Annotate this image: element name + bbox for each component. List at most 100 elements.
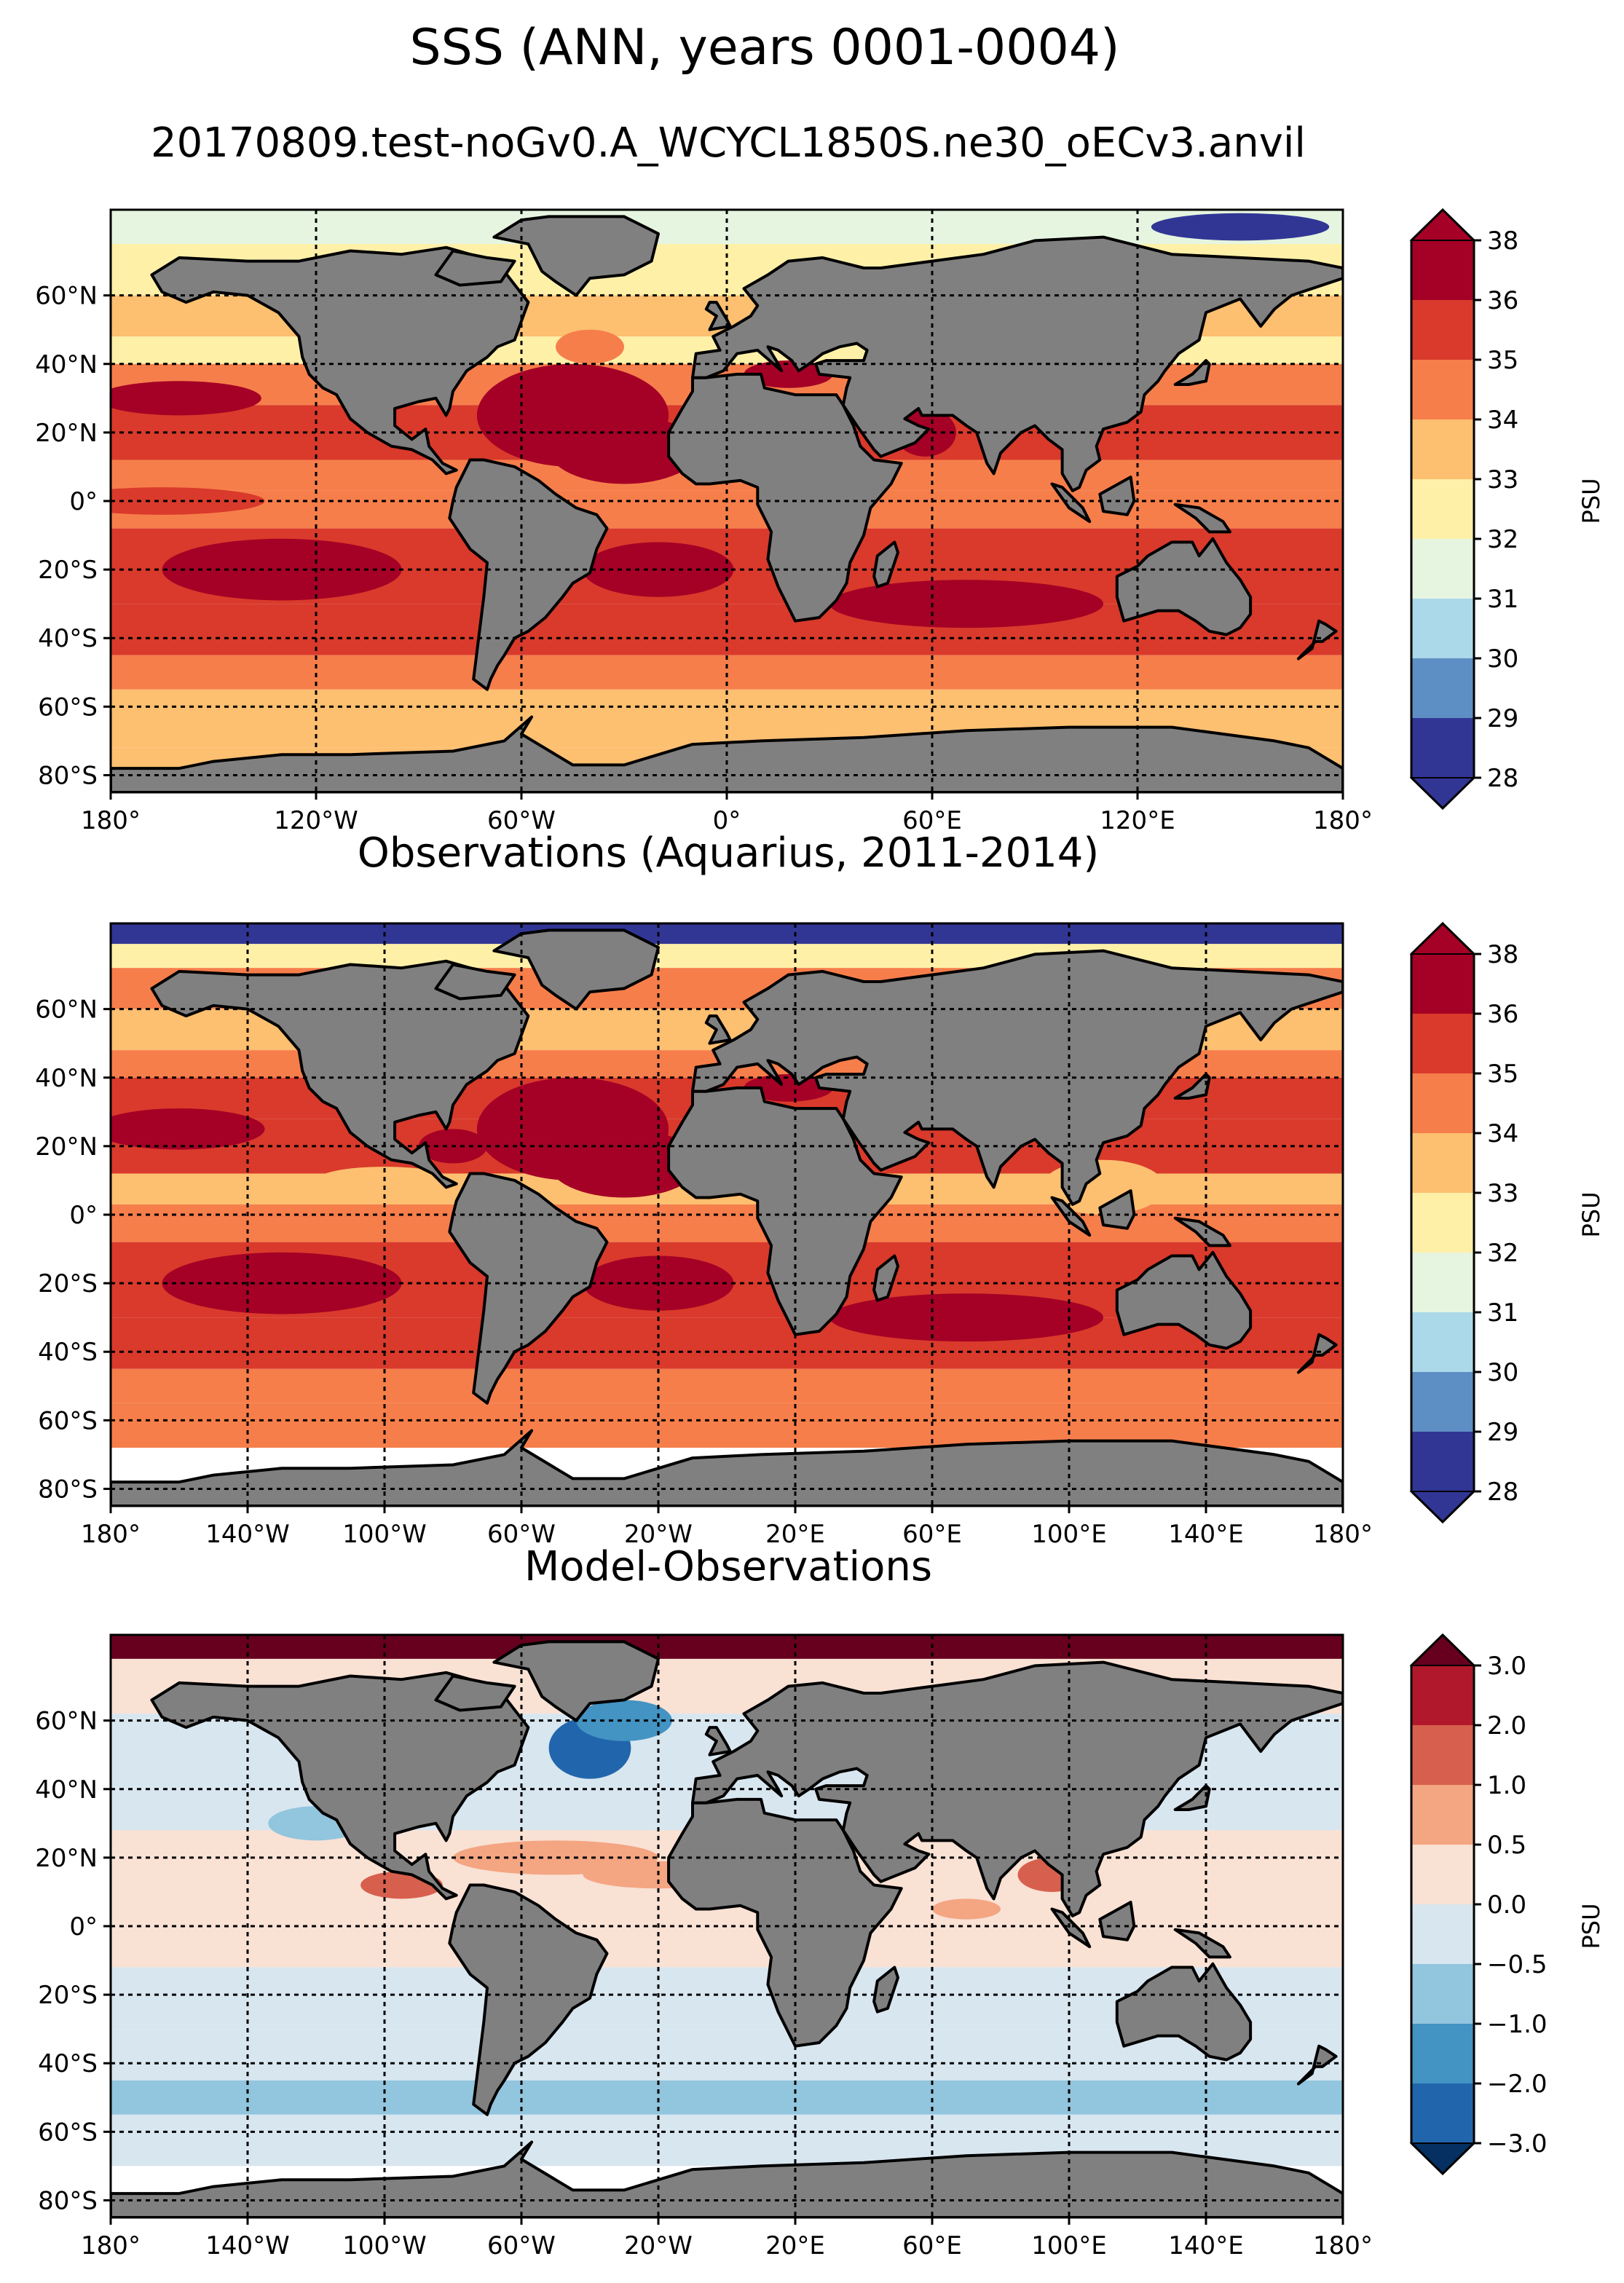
salinity-feature bbox=[453, 1840, 658, 1875]
colorbar-tick-label: 30 bbox=[1487, 1358, 1518, 1387]
x-tick-label: 0° bbox=[713, 806, 741, 835]
colorbar-tick-label: 31 bbox=[1487, 1298, 1518, 1328]
colorbar-tick-label: −0.5 bbox=[1487, 1950, 1548, 1979]
land-mass bbox=[872, 1965, 899, 2014]
colorbar-tick-label: 31 bbox=[1487, 585, 1518, 614]
panel-title: Model-Observations bbox=[524, 1543, 932, 1590]
land-mass bbox=[111, 2140, 1343, 2217]
colorbar-band bbox=[1411, 1133, 1474, 1193]
colorbar-tick-label: 35 bbox=[1487, 1060, 1518, 1089]
colorbar-band bbox=[1411, 1432, 1474, 1491]
x-tick-label: 60°W bbox=[487, 806, 556, 835]
colorbar-band bbox=[1411, 419, 1474, 479]
map-panels: 180° 120°W 60°W 0° 60°E 120°E 180° 60°N 40°N 20°N… bbox=[35, 208, 1605, 2260]
x-tick-label: 180° bbox=[81, 2231, 141, 2260]
colorbar-tick-label: 2.0 bbox=[1487, 1711, 1526, 1740]
colorbar-band bbox=[1411, 2024, 1474, 2083]
figure-title: SSS (ANN, years 0001-0004) bbox=[409, 19, 1119, 76]
x-tick-label: 60°E bbox=[902, 1520, 962, 1549]
colorbar: 28 29 30 31 32 33 34 35 36 38 PSU bbox=[1409, 921, 1605, 1524]
colorbar-tick-label: 30 bbox=[1487, 644, 1518, 674]
map-field bbox=[111, 1635, 1343, 2217]
y-tick-label: 20°N bbox=[35, 1132, 98, 1162]
y-tick-label: 80°S bbox=[38, 1475, 98, 1504]
land-mass bbox=[872, 540, 899, 588]
x-tick-label: 180° bbox=[1313, 1520, 1373, 1549]
colorbar-tick-label: 3.0 bbox=[1487, 1652, 1526, 1681]
land-mass bbox=[1050, 482, 1092, 524]
salinity-feature bbox=[111, 487, 265, 515]
x-tick-label: 120°E bbox=[1100, 806, 1175, 835]
colorbar-band bbox=[1411, 300, 1474, 360]
y-tick-label: 20°N bbox=[35, 1844, 98, 1873]
land-mass bbox=[1296, 619, 1338, 661]
y-tick-label: 20°N bbox=[35, 419, 98, 448]
land-mass bbox=[691, 235, 1343, 492]
colorbar-tick-label: 28 bbox=[1487, 764, 1518, 793]
land-mass bbox=[691, 1660, 1343, 1917]
colorbar-band bbox=[1411, 1964, 1474, 2024]
x-tick-label: 180° bbox=[81, 806, 141, 835]
x-tick-label: 140°E bbox=[1168, 2231, 1243, 2260]
colorbar-tick-label: −2.0 bbox=[1487, 2070, 1548, 2099]
land-mass bbox=[1173, 1216, 1231, 1247]
colorbar-band bbox=[1411, 240, 1474, 300]
colorbar-band bbox=[1411, 1904, 1474, 1964]
y-tick-label: 60°N bbox=[35, 282, 98, 311]
x-tick-label: 180° bbox=[81, 1520, 141, 1549]
y-tick-label: 60°S bbox=[38, 1406, 98, 1435]
x-tick-label: 180° bbox=[1313, 2231, 1373, 2260]
colorbar-tick-label: 35 bbox=[1487, 346, 1518, 375]
graticule bbox=[111, 1635, 1343, 2217]
x-tick-label: 140°W bbox=[205, 1520, 290, 1549]
salinity-feature bbox=[162, 1252, 402, 1314]
colorbar-band bbox=[1411, 658, 1474, 718]
land-mass bbox=[1050, 1196, 1092, 1237]
colorbar-label: PSU bbox=[1577, 478, 1605, 524]
salinity-band bbox=[111, 923, 1343, 945]
x-tick-label: 140°W bbox=[205, 2231, 290, 2260]
colorbar-band bbox=[1411, 599, 1474, 658]
colorbar-tick-label: −3.0 bbox=[1487, 2129, 1548, 2158]
land-mass bbox=[704, 301, 732, 331]
salinity-feature bbox=[829, 580, 1103, 628]
land-mass bbox=[1296, 1333, 1338, 1374]
salinity-feature bbox=[111, 381, 261, 416]
land-mass bbox=[1098, 1189, 1136, 1230]
x-tick-label: 60°E bbox=[902, 806, 962, 835]
map-panel-3: 180° 140°W 100°W 60°W 20°W 20°E 60°E 100°E 140°E… bbox=[35, 1633, 1605, 2260]
colorbar-band bbox=[1411, 360, 1474, 419]
land-mass bbox=[448, 1883, 609, 2116]
land-mass bbox=[1115, 537, 1253, 636]
y-tick-label: 0° bbox=[69, 1912, 98, 1941]
y-tick-label: 20°S bbox=[38, 556, 98, 585]
y-tick-label: 20°S bbox=[38, 1981, 98, 2010]
colorbar-tick-label: 38 bbox=[1487, 226, 1518, 256]
y-tick-label: 40°S bbox=[38, 1338, 98, 1367]
land-mass bbox=[448, 1172, 609, 1405]
colorbar-tick-label: 38 bbox=[1487, 940, 1518, 969]
colorbar-band bbox=[1411, 1665, 1474, 1725]
salinity-feature bbox=[162, 538, 402, 601]
colorbar-tick-label: 33 bbox=[1487, 465, 1518, 494]
x-tick-label: 100°E bbox=[1031, 2231, 1106, 2260]
colorbar-band bbox=[1411, 1014, 1474, 1073]
x-tick-label: 180° bbox=[1313, 806, 1373, 835]
colorbar-tick-label: 0.0 bbox=[1487, 1890, 1526, 1920]
land-mass bbox=[448, 458, 609, 691]
salinity-feature bbox=[556, 329, 624, 364]
y-tick-label: 60°N bbox=[35, 995, 98, 1025]
land-mass bbox=[1173, 359, 1211, 386]
x-tick-label: 100°W bbox=[342, 2231, 427, 2260]
colorbar-band bbox=[1411, 954, 1474, 1014]
salinity-band bbox=[111, 1204, 1343, 1242]
y-tick-label: 60°S bbox=[38, 693, 98, 722]
x-tick-label: 100°W bbox=[342, 1520, 427, 1549]
map-field bbox=[111, 210, 1343, 792]
colorbar: 28 29 30 31 32 33 34 35 36 38 PSU bbox=[1409, 208, 1605, 811]
colorbar-band bbox=[1411, 479, 1474, 539]
land-mass bbox=[667, 1086, 903, 1336]
y-tick-label: 60°N bbox=[35, 1707, 98, 1736]
map-panel-2: 180° 140°W 100°W 60°W 20°W 20°E 60°E 100°E 140°E… bbox=[35, 921, 1605, 1590]
